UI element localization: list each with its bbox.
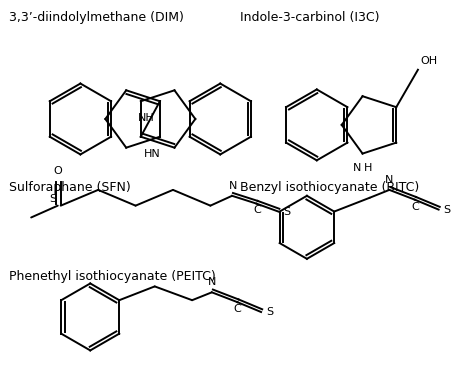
Text: Indole-3-carbinol (I3C): Indole-3-carbinol (I3C)	[240, 11, 380, 24]
Text: S: S	[444, 205, 451, 214]
Text: NH: NH	[138, 113, 155, 123]
Text: N: N	[229, 181, 237, 191]
Text: S: S	[283, 206, 291, 217]
Text: N: N	[353, 164, 362, 173]
Text: 3,3’-diindolylmethane (DIM): 3,3’-diindolylmethane (DIM)	[9, 11, 183, 24]
Text: S: S	[50, 194, 57, 204]
Text: OH: OH	[420, 56, 437, 66]
Text: Benzyl isothiocyanate (BITC): Benzyl isothiocyanate (BITC)	[240, 181, 419, 194]
Text: N: N	[208, 277, 216, 287]
Text: C: C	[234, 304, 241, 314]
Text: S: S	[266, 307, 273, 317]
Text: O: O	[54, 166, 62, 176]
Text: H: H	[364, 164, 372, 173]
Text: Sulforaphane (SFN): Sulforaphane (SFN)	[9, 181, 130, 194]
Text: C: C	[254, 205, 262, 215]
Text: C: C	[411, 202, 419, 212]
Text: HN: HN	[144, 149, 160, 158]
Text: Phenethyl isothiocyanate (PEITC): Phenethyl isothiocyanate (PEITC)	[9, 270, 215, 283]
Text: N: N	[385, 175, 393, 185]
